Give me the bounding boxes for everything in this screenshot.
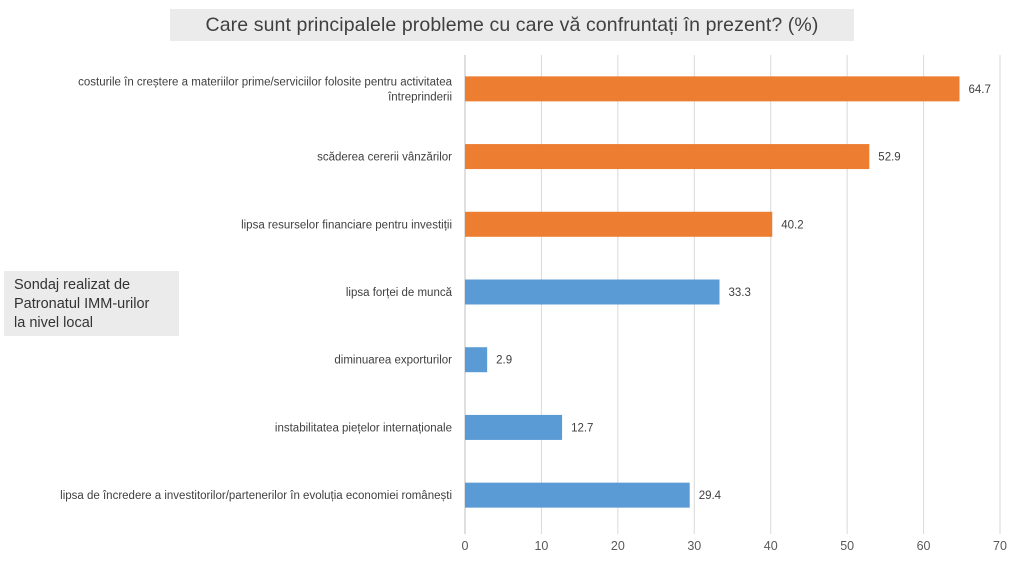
survey-note-line-2: Patronatul IMM-urilor	[14, 296, 150, 312]
chart-title-box: Care sunt principalele probleme cu care …	[170, 9, 854, 41]
survey-note: Sondaj realizat de Patronatul IMM-urilor…	[4, 271, 179, 336]
survey-note-line-3: la nivel local	[14, 315, 93, 331]
x-tick-label: 0	[462, 539, 469, 553]
x-tick-label: 30	[687, 539, 701, 553]
category-label: scăderea cererii vânzărilor	[317, 152, 452, 164]
bar	[465, 347, 488, 373]
bar	[465, 482, 690, 508]
bar	[465, 144, 870, 170]
x-tick-label: 50	[840, 539, 854, 553]
chart-title: Care sunt principalele probleme cu care …	[205, 13, 819, 36]
x-tick-label: 40	[764, 539, 778, 553]
data-label: 64.7	[968, 84, 990, 96]
data-label: 40.2	[781, 219, 803, 231]
bar	[465, 279, 720, 305]
category-label: diminuarea exporturilor	[334, 355, 452, 367]
x-tick-label: 10	[534, 539, 548, 553]
data-label: 33.3	[729, 287, 751, 299]
bar	[465, 414, 563, 440]
category-label: costurile în creștere a materiilor prime…	[78, 76, 452, 103]
data-label: 12.7	[571, 422, 593, 434]
data-label: 29.4	[699, 490, 722, 502]
category-label: instabilitatea piețelor internaționale	[275, 422, 452, 434]
bar	[465, 211, 773, 237]
bar	[465, 76, 960, 102]
category-label: lipsa de încredere a investitorilor/part…	[60, 490, 452, 502]
data-label: 2.9	[496, 355, 512, 367]
x-tick-label: 60	[917, 539, 931, 553]
data-label: 52.9	[878, 152, 900, 164]
x-tick-label: 20	[611, 539, 625, 553]
survey-note-line-1: Sondaj realizat de	[14, 277, 131, 293]
category-label: lipsa forței de muncă	[346, 287, 453, 299]
x-tick-label: 70	[993, 539, 1007, 553]
category-label: lipsa resurselor financiare pentru inves…	[241, 219, 452, 231]
